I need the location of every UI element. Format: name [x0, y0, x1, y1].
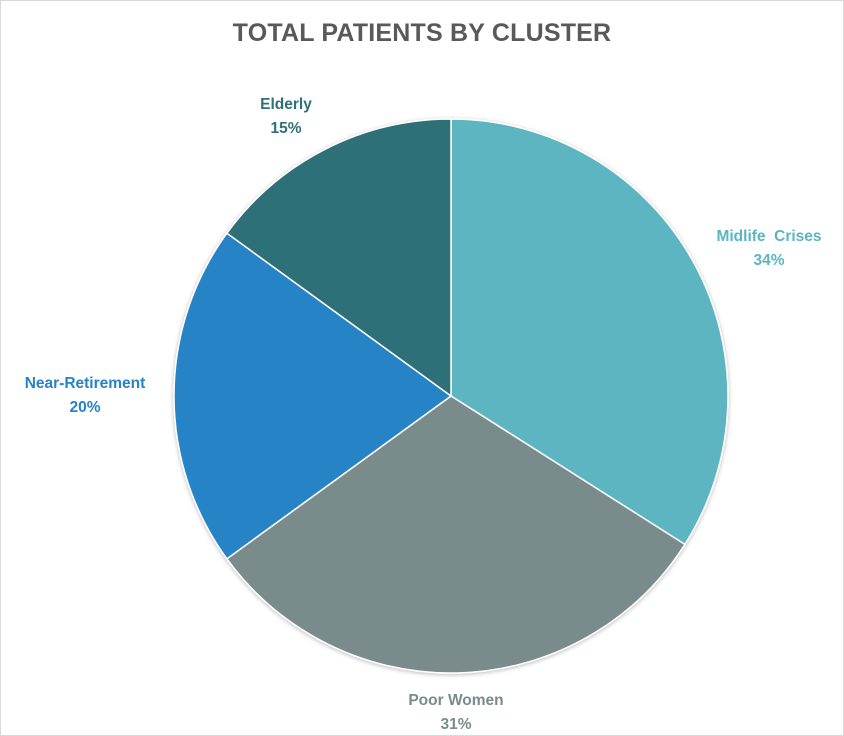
pie-slices — [173, 118, 729, 674]
pie-slice-midlife-crises — [450, 118, 729, 546]
pie-slice-poor-women — [225, 395, 686, 674]
pie-slice-near-retirement — [173, 232, 453, 560]
slice-label-value: 20% — [69, 399, 100, 416]
slice-label-value: 31% — [440, 716, 471, 733]
slice-label-value: 34% — [753, 252, 784, 269]
chart-title: TOTAL PATIENTS BY CLUSTER — [232, 19, 612, 47]
slice-label-name: Poor Women — [408, 692, 503, 709]
pie-slice-elderly — [225, 118, 452, 398]
slice-label-value: 15% — [270, 120, 301, 137]
slice-label-name: Near-Retirement — [25, 375, 146, 392]
slice-label-name: Midlife Crises — [716, 228, 821, 245]
slice-label-name: Elderly — [260, 96, 312, 113]
pie-labels: Midlife Crises 34% Poor Women 31% Near-Retir… — [25, 96, 822, 733]
